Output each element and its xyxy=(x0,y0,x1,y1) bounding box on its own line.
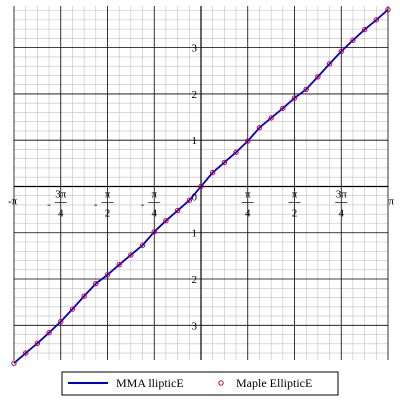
series-marker-maple xyxy=(116,261,122,268)
x-tick-label-numerator: π xyxy=(245,188,251,200)
series-marker-maple xyxy=(303,86,309,92)
series-marker-maple xyxy=(315,74,321,80)
x-tick-label: 0 xyxy=(192,191,198,203)
y-tick-label: 3 xyxy=(192,320,198,332)
series-marker-maple xyxy=(256,125,263,131)
series-marker-maple xyxy=(139,242,146,248)
series-marker-maple xyxy=(385,7,391,13)
series-marker-maple xyxy=(245,138,251,144)
x-tick-label-numerator: π xyxy=(105,188,111,200)
minor-grid xyxy=(14,6,388,360)
x-tick-label-numerator: π xyxy=(292,188,298,200)
series-marker-maple xyxy=(198,183,204,190)
y-tick-label: 3 xyxy=(192,43,198,55)
series-marker-maple xyxy=(34,340,41,347)
x-tick-label-numerator: 3π xyxy=(55,188,67,200)
x-tick-label-denominator: 4 xyxy=(58,207,64,219)
series-marker-maple xyxy=(46,329,52,336)
series-marker-maple xyxy=(268,115,274,121)
x-tick-label-sign: - xyxy=(94,198,98,210)
series-marker-maple xyxy=(338,48,344,55)
legend-marker-swatch xyxy=(218,380,224,386)
series-marker-maple xyxy=(209,169,216,176)
series-marker-maple xyxy=(221,159,228,166)
series-marker-maple xyxy=(128,252,134,258)
series-marker-maple xyxy=(69,306,76,312)
legend: MMA llipticE Maple EllipticE xyxy=(61,371,339,396)
x-tick-label: π xyxy=(388,195,394,207)
series-marker-maple xyxy=(151,229,157,235)
x-tick-label-denominator: 4 xyxy=(245,207,251,219)
series-marker-maple xyxy=(233,149,239,155)
series-marker-maple xyxy=(22,350,29,356)
series-marker-maple xyxy=(174,207,181,214)
legend-label-mma: MMA llipticE xyxy=(116,376,184,390)
x-tick-label-denominator: 4 xyxy=(338,207,344,219)
series-marker-maple xyxy=(350,37,356,43)
legend-label-maple: Maple EllipticE xyxy=(236,376,312,390)
series-marker-maple xyxy=(186,197,193,204)
x-tick-label-denominator: 2 xyxy=(105,207,111,219)
x-tick-label-numerator: 3π xyxy=(336,188,348,200)
series-marker-maple xyxy=(93,280,99,287)
y-tick-label: 2 xyxy=(192,89,198,101)
series-marker-maple xyxy=(81,293,87,299)
series-marker-maple xyxy=(163,218,169,224)
x-tick-label-denominator: 4 xyxy=(151,207,157,219)
legend-box xyxy=(61,371,339,396)
y-tick-label: 1 xyxy=(192,228,198,240)
series-layer xyxy=(11,7,391,366)
series-marker-maple xyxy=(11,360,17,366)
series-marker-maple xyxy=(104,272,111,278)
x-tick-label: -π xyxy=(8,195,18,207)
x-tick-label-numerator: π xyxy=(151,188,157,200)
series-marker-maple xyxy=(291,95,298,101)
series-marker-maple xyxy=(326,61,333,67)
y-tick-label: 1 xyxy=(192,135,198,147)
x-tick-label-sign: - xyxy=(141,198,145,210)
x-tick-label-sign: - xyxy=(47,198,51,210)
x-tick-label-denominator: 2 xyxy=(292,207,298,219)
series-marker-maple xyxy=(58,318,64,325)
series-marker-maple xyxy=(373,17,380,23)
series-marker-maple xyxy=(280,105,286,111)
series-line-mma xyxy=(13,9,389,364)
series-marker-maple xyxy=(361,26,368,33)
y-tick-label: 2 xyxy=(192,274,198,286)
